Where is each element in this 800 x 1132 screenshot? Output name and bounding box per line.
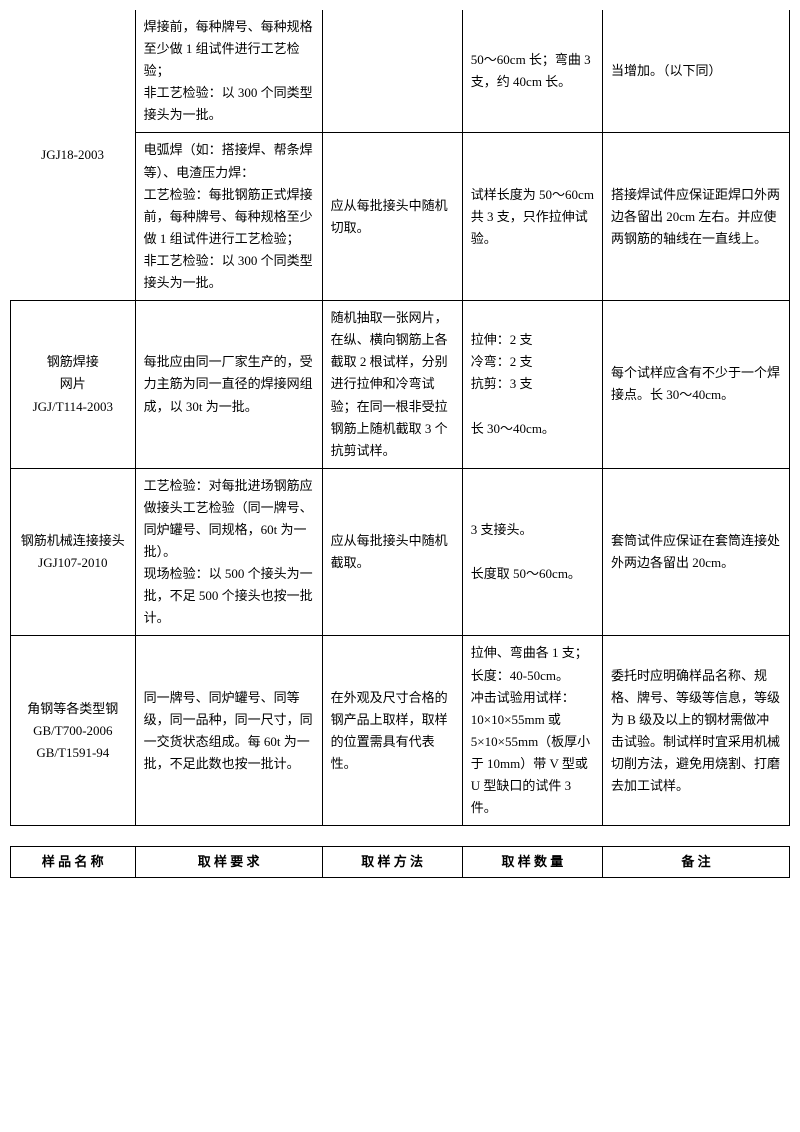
cell-note: 当增加。（以下同） [603, 10, 790, 133]
table-row: JGJ18-2003 焊接前，每种牌号、每种规格至少做 1 组试件进行工艺检验；… [11, 10, 790, 133]
table-row: 钢筋机械连接接头 JGJ107-2010 工艺检验：对每批进场钢筋应做接头工艺检… [11, 468, 790, 636]
cell-quantity: 3 支接头。 长度取 50～60cm。 [462, 468, 602, 636]
cell-method [322, 10, 462, 133]
table-row: 角钢等各类型钢 GB/T700-2006 GB/T1591-94 同一牌号、同炉… [11, 636, 790, 826]
cell-requirement: 工艺检验：对每批进场钢筋应做接头工艺检验（同一牌号、同炉罐号、同规格，60t 为… [135, 468, 322, 636]
header-row: 样 品 名 称 取 样 要 求 取 样 方 法 取 样 数 量 备 注 [11, 847, 790, 878]
cell-quantity: 50～60cm 长；弯曲 3 支，约 40cm 长。 [462, 10, 602, 133]
cell-requirement: 电弧焊（如：搭接焊、帮条焊等）、电渣压力焊： 工艺检验：每批钢筋正式焊接前，每种… [135, 133, 322, 301]
cell-name-mesh: 钢筋焊接 网片 JGJ/T114-2003 [11, 301, 136, 469]
cell-quantity: 试样长度为 50～60cm 共 3 支，只作拉伸试验。 [462, 133, 602, 301]
main-data-table: JGJ18-2003 焊接前，每种牌号、每种规格至少做 1 组试件进行工艺检验；… [10, 10, 790, 826]
header-quantity: 取 样 数 量 [462, 847, 602, 878]
cell-method: 在外观及尺寸合格的钢产品上取样，取样的位置需具有代表性。 [322, 636, 462, 826]
cell-requirement: 每批应由同一厂家生产的，受力主筋为同一直径的焊接网组成，以 30t 为一批。 [135, 301, 322, 469]
cell-requirement: 焊接前，每种牌号、每种规格至少做 1 组试件进行工艺检验； 非工艺检验：以 30… [135, 10, 322, 133]
cell-name-jgj18: JGJ18-2003 [11, 10, 136, 301]
table-row: 钢筋焊接 网片 JGJ/T114-2003 每批应由同一厂家生产的，受力主筋为同… [11, 301, 790, 469]
header-sample-name: 样 品 名 称 [11, 847, 136, 878]
cell-method: 应从每批接头中随机切取。 [322, 133, 462, 301]
column-header-table: 样 品 名 称 取 样 要 求 取 样 方 法 取 样 数 量 备 注 [10, 846, 790, 878]
cell-requirement: 同一牌号、同炉罐号、同等级，同一品种，同一尺寸，同一交货状态组成。每 60t 为… [135, 636, 322, 826]
cell-quantity: 拉伸：2 支 冷弯：2 支 抗剪：3 支 长 30～40cm。 [462, 301, 602, 469]
cell-note: 搭接焊试件应保证距焊口外两边各留出 20cm 左右。并应使两钢筋的轴线在一直线上… [603, 133, 790, 301]
cell-note: 每个试样应含有不少于一个焊接点。长 30～40cm。 [603, 301, 790, 469]
cell-name-mechanical: 钢筋机械连接接头 JGJ107-2010 [11, 468, 136, 636]
cell-quantity: 拉伸、弯曲各 1 支； 长度：40-50cm。 冲击试验用试样： 10×10×5… [462, 636, 602, 826]
cell-name-angle-steel: 角钢等各类型钢 GB/T700-2006 GB/T1591-94 [11, 636, 136, 826]
header-requirement: 取 样 要 求 [135, 847, 322, 878]
header-note: 备 注 [603, 847, 790, 878]
cell-method: 应从每批接头中随机截取。 [322, 468, 462, 636]
cell-note: 套筒试件应保证在套筒连接处外两边各留出 20cm。 [603, 468, 790, 636]
cell-note: 委托时应明确样品名称、规格、牌号、等级等信息，等级为 B 级及以上的钢材需做冲击… [603, 636, 790, 826]
cell-method: 随机抽取一张网片，在纵、横向钢筋上各截取 2 根试样，分别进行拉伸和冷弯试验；在… [322, 301, 462, 469]
main-table-body: JGJ18-2003 焊接前，每种牌号、每种规格至少做 1 组试件进行工艺检验；… [11, 10, 790, 826]
header-method: 取 样 方 法 [322, 847, 462, 878]
